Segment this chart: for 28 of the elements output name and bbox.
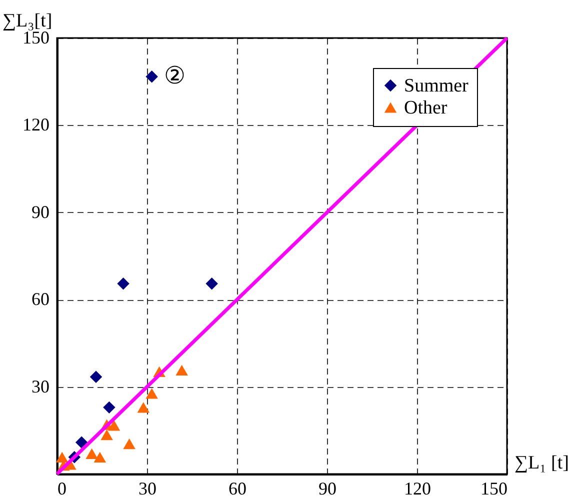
point [123, 438, 136, 450]
point [176, 364, 188, 376]
x-tick-label: 0 [58, 478, 66, 498]
point [90, 370, 102, 384]
legend-label: Other [404, 98, 448, 118]
point [146, 388, 158, 399]
x-tick-label: 120 [404, 478, 431, 498]
point [206, 277, 218, 290]
point [146, 70, 158, 83]
x-tick-label: 90 [318, 478, 336, 498]
y-tick-label: 30 [32, 376, 50, 396]
point [75, 436, 88, 448]
y-tick-label: 60 [32, 289, 50, 310]
point [137, 402, 150, 413]
point [56, 452, 68, 462]
point [86, 448, 98, 459]
point [100, 429, 113, 440]
point [117, 277, 130, 290]
point [94, 452, 106, 462]
x-axis-title: ∑L₁ [t] [514, 452, 568, 474]
legend-label: Summer [404, 76, 470, 96]
y-tick-label: 120 [22, 114, 50, 135]
point [103, 401, 116, 414]
x-tick-label: 150 [480, 478, 508, 498]
x-tick-label: 60 [228, 478, 246, 498]
y-tick-label: 90 [32, 202, 50, 222]
x-tick-label: 30 [138, 478, 156, 498]
annotation: ② [164, 64, 186, 90]
